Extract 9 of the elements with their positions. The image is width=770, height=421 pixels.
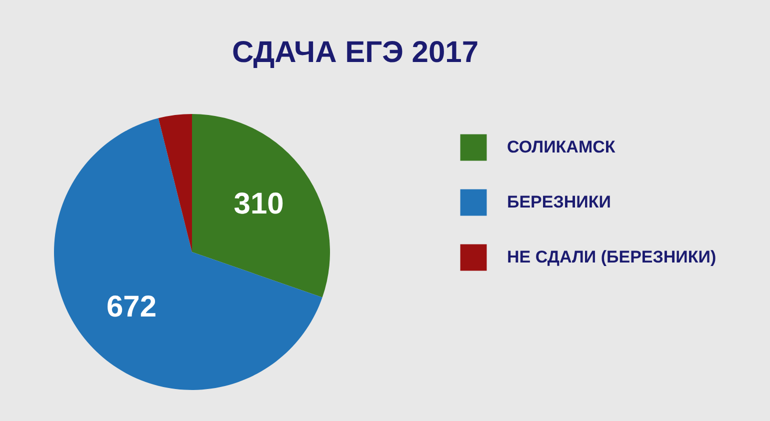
legend-label: СОЛИКАМСК: [507, 138, 616, 156]
data-label: 310: [234, 188, 284, 220]
pie-slice: [54, 118, 322, 390]
pie-slice: [192, 114, 330, 298]
data-label: 672: [106, 290, 157, 324]
pie-slice: [158, 114, 192, 252]
legend-label: НЕ СДАЛИ (БЕРЕЗНИКИ): [507, 248, 716, 266]
legend-label: БЕРЕЗНИКИ: [507, 192, 611, 212]
chart-title: СДАЧА ЕГЭ 2017: [232, 36, 479, 69]
